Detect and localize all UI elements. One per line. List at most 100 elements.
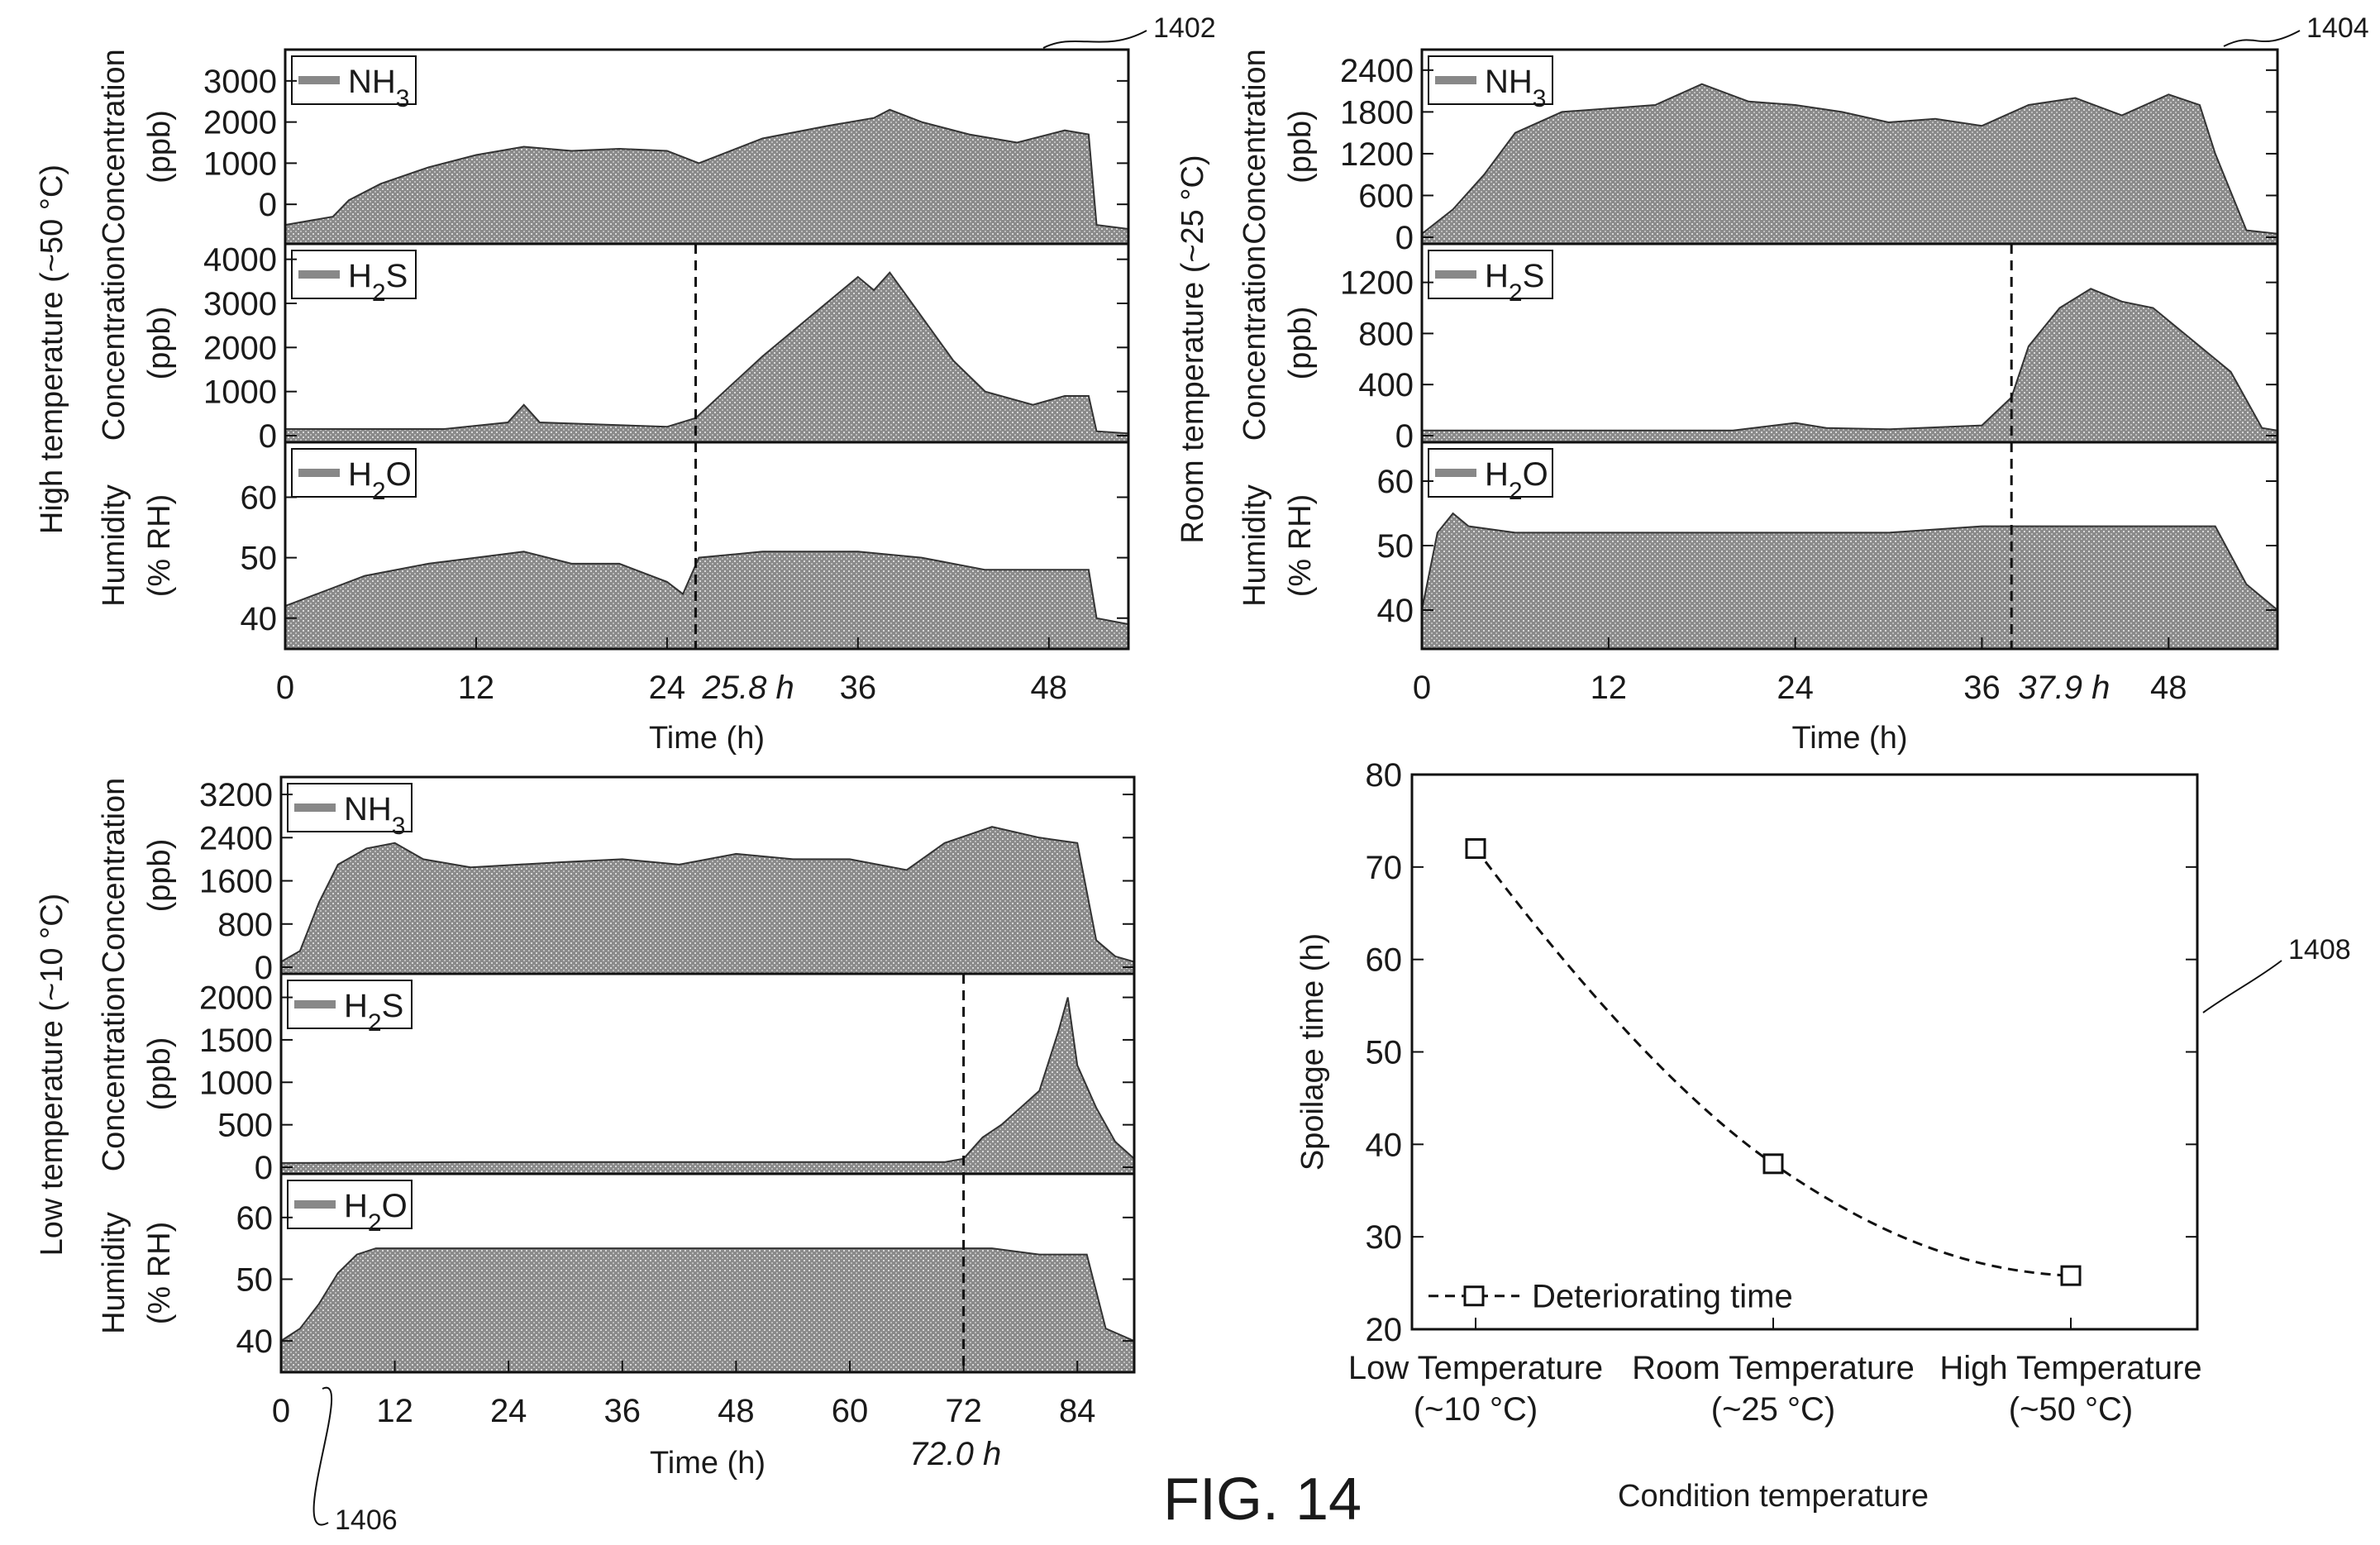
spoilage-marker-label: 37.9 h [2018,670,2110,706]
y-tick-label: 60 [1366,942,1403,979]
x-axis-label: Time (h) [650,1446,766,1481]
y-tick-label: 40 [1377,593,1414,629]
panel-h2o: H2O 40 50 60 Humidity (% RH) [97,441,1130,651]
area-series-nh3 [284,108,1129,245]
legend-nh3: NH3 [291,55,417,112]
chart-1402: NH3 0 1000 2000 3000 Concentration (ppb) H2S 0 10… [35,12,1216,756]
x-tick-label: (~10 °C) [1414,1391,1538,1428]
area-series-h2o [284,551,1129,650]
y-tick-label: 400 [1358,367,1414,403]
panel-h2s: H2S 0 400 800 1200 Concentration (ppb) [1238,242,2279,455]
y-tick-label: 2400 [1340,53,1414,89]
y-tick-label: 2000 [203,105,277,141]
y-axis-label: (% RH) [142,1222,177,1325]
y-axis-label: (ppb) [142,839,177,913]
x-tick-label: 84 [1059,1393,1096,1429]
legend-h2o: H2O [291,448,417,505]
legend-h2o: H2O [287,1180,413,1237]
y-axis-label: Concentration [97,976,131,1172]
y-axis-label: (ppb) [142,307,177,380]
y-axis-label: Concentration [97,246,131,441]
y-tick-label: 40 [236,1323,274,1360]
y-tick-label: 1000 [199,1065,273,1101]
y-axis-label: Concentration [97,778,131,974]
y-tick-label: 40 [241,601,278,637]
legend-nh3: NH3 [1428,55,1553,112]
y-axis-label: (ppb) [1283,110,1318,184]
legend-h2o: H2O [1428,448,1553,505]
y-tick-label: 600 [1358,178,1414,214]
x-axis-label: Time (h) [649,721,765,756]
figure-label: FIG. 14 [1163,1466,1362,1533]
y-tick-label: 0 [255,1150,273,1186]
y-tick-label: 70 [1366,850,1403,886]
x-tick-label: 0 [276,670,294,706]
panel-h2o: H2O 40 50 60 Humidity (% RH) [1238,441,2279,651]
y-axis-label: Concentration [97,49,131,245]
data-point [1465,837,1486,859]
condition-label: Room temperature (~25 °C) [1176,155,1210,543]
y-tick-label: 50 [241,541,278,577]
spoilage-marker-label: 72.0 h [909,1436,1001,1472]
y-tick-label: 60 [241,480,278,517]
legend-h2s: H2S [287,980,413,1037]
x-tick-label: 24 [649,670,686,706]
y-tick-label: 800 [1358,316,1414,352]
y-tick-label: 2000 [203,330,277,366]
y-tick-label: 30 [1366,1219,1403,1256]
y-tick-label: 2000 [199,980,273,1017]
x-tick-label: 12 [376,1393,413,1429]
y-axis-label: Humidity [97,484,131,607]
area-series-nh3 [280,826,1135,975]
y-axis-label: Spoilage time (h) [1295,933,1330,1171]
legend-label: H2O [344,1188,408,1237]
y-tick-label: 0 [259,187,277,223]
y-tick-label: 50 [1366,1035,1403,1071]
area-series-h2s [284,271,1129,443]
reference-numeral: 1406 [335,1504,398,1536]
y-tick-label: 2400 [199,820,273,856]
area-series-h2o [280,1247,1135,1373]
legend-h2s: H2S [1428,250,1553,307]
area-series-h2o [1421,512,2278,650]
x-tick-label: 12 [458,670,495,706]
y-tick-label: 0 [1395,418,1414,455]
y-tick-label: 0 [259,418,277,455]
x-tick-label: 60 [832,1393,869,1429]
y-tick-label: 20 [1366,1312,1403,1348]
y-axis-label: (ppb) [142,1037,177,1111]
y-tick-label: 1800 [1340,94,1414,131]
y-tick-label: 1000 [203,145,277,182]
y-tick-label: 1500 [199,1023,273,1059]
legend-label: H2O [348,456,412,505]
y-tick-label: 50 [236,1261,274,1298]
x-tick-label: 48 [2150,670,2187,706]
reference-numeral: 1402 [1153,12,1216,44]
x-tick-label: 36 [604,1393,642,1429]
y-axis-label: Humidity [1238,484,1272,607]
x-tick-label: 48 [718,1393,755,1429]
x-tick-label: High Temperature [1939,1350,2201,1386]
y-tick-label: 60 [236,1200,274,1237]
condition-label: High temperature (~50 °C) [35,165,69,534]
y-axis-label: (ppb) [142,110,177,184]
y-tick-label: 50 [1377,528,1414,565]
y-axis-label: Humidity [97,1212,131,1334]
panel-nh3: NH3 0 800 1600 2400 3200 Concentration (ppb) [97,775,1136,986]
legend-deteriorating-time: Deteriorating time [1428,1279,1793,1315]
x-tick-label: Room Temperature [1632,1350,1915,1386]
reference-leader [1042,30,1147,49]
y-tick-label: 3200 [199,777,273,813]
y-tick-label: 3000 [203,64,277,100]
legend-label: NH3 [1485,64,1546,112]
x-tick-label: (~50 °C) [2009,1391,2134,1428]
x-tick-label: 24 [1777,670,1814,706]
y-tick-label: 60 [1377,464,1414,500]
legend-label: H2S [1485,258,1544,307]
fit-curve [1474,847,2072,1277]
x-tick-label: 36 [840,670,877,706]
legend-label: NH3 [348,64,409,112]
legend-h2s: H2S [291,250,417,307]
y-tick-label: 1200 [1340,265,1414,302]
